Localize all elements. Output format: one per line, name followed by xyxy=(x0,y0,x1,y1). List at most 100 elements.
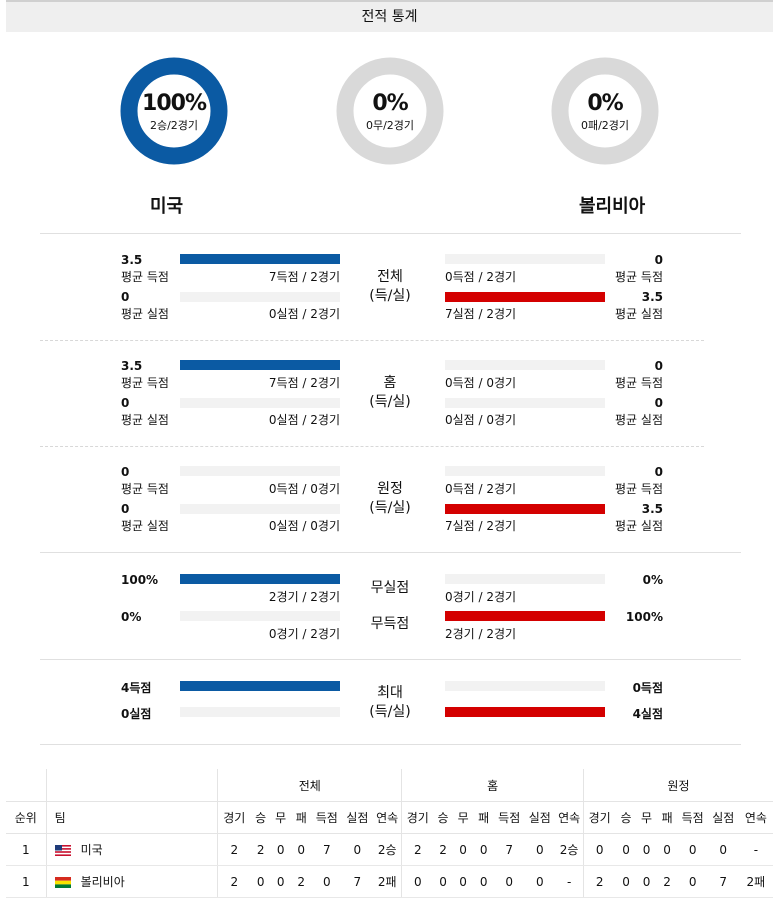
col-games: 경기 xyxy=(401,801,434,834)
loss-rate-donut: 0% 0패/2경기 xyxy=(551,57,659,165)
away-avg-scored-label: 평균 득점 xyxy=(615,376,663,390)
section-title: 전적 통계 xyxy=(361,9,418,25)
divider xyxy=(40,446,704,447)
home-max-scored: 4득점 xyxy=(121,681,152,695)
home-stat-cell: 0 xyxy=(524,865,556,898)
draw-rate-donut: 0% 0무/2경기 xyxy=(336,57,444,165)
home-scored-bar xyxy=(180,254,340,264)
home-clean-sheet-bar xyxy=(180,574,340,584)
col-wins: 승 xyxy=(615,801,637,834)
home-avg-conceded-label: 평균 실점 xyxy=(121,413,169,427)
away-stat-cell: 0 xyxy=(656,833,678,866)
total-stat-cell: 7 xyxy=(311,833,342,866)
away-stat-cell: 0 xyxy=(615,833,637,866)
home-scored-caption: 7득점 / 2경기 xyxy=(268,270,340,284)
bar-fill xyxy=(180,574,340,584)
col-wins: 승 xyxy=(250,801,271,834)
total-stat-cell: 0 xyxy=(311,865,342,898)
team-name: 볼리비아 xyxy=(80,875,125,889)
away-stat-cell: 0 xyxy=(677,833,708,866)
away-clean-sheet-bar xyxy=(445,574,605,584)
win-rate-ring xyxy=(120,57,228,165)
home-scored-bar xyxy=(180,360,340,370)
title-line: 홈 xyxy=(383,375,397,391)
away-conceded-caption: 7실점 / 2경기 xyxy=(445,307,517,321)
away-avg-conceded: 3.5 xyxy=(641,502,663,516)
away-avg-conceded: 0 xyxy=(654,396,663,410)
clean-sheet-title: 무실점 xyxy=(370,580,410,596)
home-conceded-bar xyxy=(180,504,340,514)
home-stat-cell: 2 xyxy=(401,833,434,866)
donut-percent: 0% xyxy=(587,91,623,116)
home-team-name: 미국 xyxy=(150,196,184,217)
total-title: 전체 (득/실) xyxy=(340,268,440,306)
title-line: (득/실) xyxy=(369,500,411,516)
team-name: 미국 xyxy=(80,843,103,857)
home-avg-scored: 3.5 xyxy=(121,359,143,373)
home-no-goal-pct: 0% xyxy=(121,610,142,624)
away-avg-conceded-label: 평균 실점 xyxy=(615,413,663,427)
away-stat-cell: 2패 xyxy=(738,865,773,898)
no-goal-title: 무득점 xyxy=(370,616,410,632)
home-scored-bar xyxy=(180,466,340,476)
away-max-conceded-bar xyxy=(445,707,605,717)
col-losses: 패 xyxy=(656,801,678,834)
divider xyxy=(40,233,741,234)
away-conceded-caption: 0실점 / 0경기 xyxy=(445,413,517,427)
total-stat-cell: 0 xyxy=(270,833,291,866)
divider xyxy=(40,552,741,553)
donut-subtitle: 0무/2경기 xyxy=(365,119,415,132)
away-stat-cell: 2 xyxy=(582,865,616,898)
title-line: (득/실) xyxy=(369,394,411,410)
us-flag-icon xyxy=(54,845,71,856)
away-no-goal-caption: 2경기 / 2경기 xyxy=(445,627,517,641)
col-streak: 연속 xyxy=(555,801,584,834)
away-avg-scored: 0 xyxy=(654,253,663,267)
away-stat-cell: 0 xyxy=(636,833,657,866)
away-max-scored: 0득점 xyxy=(632,681,663,695)
col-wins: 승 xyxy=(433,801,454,834)
home-stat-cell: 0 xyxy=(473,865,495,898)
total-stat-cell: 0 xyxy=(341,833,373,866)
home-stat-cell: 0 xyxy=(453,833,474,866)
home-stat-cell: 0 xyxy=(401,865,434,898)
away-stat-cell: 0 xyxy=(636,865,657,898)
away-stat-cell: 7 xyxy=(707,865,739,898)
away-no-goal-pct: 100% xyxy=(625,610,663,624)
divider xyxy=(40,659,741,660)
home-avg-conceded: 0 xyxy=(121,290,130,304)
away-stat-cell: 0 xyxy=(677,865,708,898)
max-title: 최대 (득/실) xyxy=(340,684,440,722)
total-stat-cell: 2패 xyxy=(372,865,402,898)
loss-rate-ring xyxy=(551,57,659,165)
divider xyxy=(40,744,741,745)
donut-subtitle: 0패/2경기 xyxy=(580,119,630,132)
col-goals-against: 실점 xyxy=(524,801,556,834)
bar-fill xyxy=(180,681,340,691)
donut-percent: 100% xyxy=(142,91,207,116)
col-goals-for: 득점 xyxy=(311,801,342,834)
donut-percent: 0% xyxy=(372,91,408,116)
away-clean-sheet-caption: 0경기 / 2경기 xyxy=(445,590,517,604)
col-losses: 패 xyxy=(290,801,312,834)
donut-subtitle: 2승/2경기 xyxy=(149,119,199,132)
empty-cell xyxy=(6,769,46,802)
home-max-conceded-bar xyxy=(180,707,340,717)
home-conceded-caption: 0실점 / 0경기 xyxy=(268,519,340,533)
away-avg-scored-label: 평균 득점 xyxy=(615,270,663,284)
rank-cell: 1 xyxy=(6,833,47,866)
team-cell: 미국 xyxy=(45,833,218,866)
away-conceded-bar xyxy=(445,292,605,302)
away-stat-cell: 0 xyxy=(615,865,637,898)
table-row: 1 미국 2 2 0 0 7 0 2승 2 2 0 0 7 0 2승 0 0 0 0 0 0- xyxy=(6,833,773,866)
home-title: 홈 (득/실) xyxy=(340,374,440,412)
home-no-goal-bar xyxy=(180,611,340,621)
bar-fill xyxy=(445,611,605,621)
bar-fill xyxy=(445,292,605,302)
away-scored-caption: 0득점 / 2경기 xyxy=(445,482,517,496)
away-conceded-caption: 7실점 / 2경기 xyxy=(445,519,517,533)
away-avg-scored-label: 평균 득점 xyxy=(615,482,663,496)
total-stat-cell: 0 xyxy=(270,865,291,898)
title-line: 최대 xyxy=(377,685,403,701)
away-avg-conceded-label: 평균 실점 xyxy=(615,307,663,321)
